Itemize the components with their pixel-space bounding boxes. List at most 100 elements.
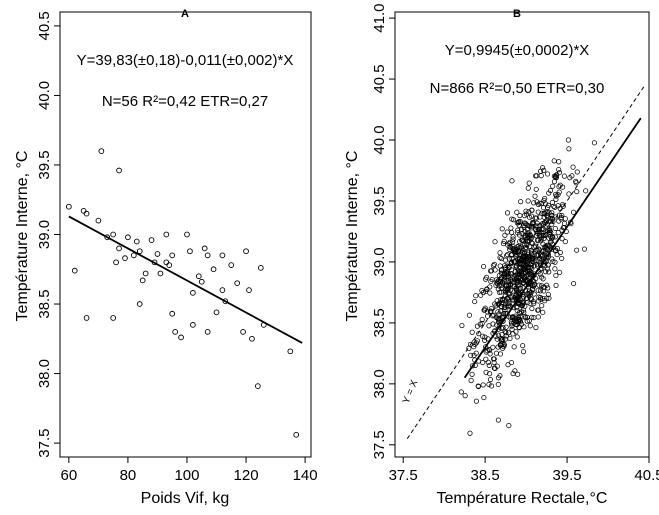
data-point	[228, 262, 235, 268]
data-point	[531, 291, 537, 297]
data-point	[554, 252, 560, 258]
data-point	[500, 241, 507, 247]
data-point	[469, 371, 475, 377]
data-point	[546, 219, 552, 225]
data-point	[545, 252, 551, 258]
data-point	[506, 264, 512, 270]
data-point	[518, 199, 524, 205]
data-point	[512, 295, 518, 301]
data-point	[525, 253, 532, 260]
data-point	[491, 359, 497, 366]
x-tick-label: 37.5	[389, 467, 418, 484]
data-point	[521, 222, 527, 228]
data-point	[524, 314, 530, 320]
data-point	[539, 227, 545, 233]
data-point	[507, 315, 513, 321]
panel-a-y-ticks: 37.5 38.0 38.5 39.0 39.5 40.0 40.5	[36, 11, 60, 458]
data-point	[529, 207, 535, 213]
data-point	[542, 269, 549, 275]
data-point	[509, 251, 515, 257]
data-point	[130, 252, 137, 259]
data-point	[458, 389, 464, 395]
data-point	[553, 282, 559, 288]
data-point	[486, 346, 492, 353]
data-point	[510, 236, 516, 242]
data-point	[566, 146, 572, 152]
data-point	[552, 225, 558, 232]
data-point	[504, 229, 510, 235]
data-point	[521, 273, 527, 279]
data-point	[499, 314, 505, 320]
data-point	[508, 260, 514, 266]
y-tick-label: 37.5	[36, 428, 53, 457]
data-point	[514, 334, 520, 340]
data-point	[524, 318, 530, 324]
data-point	[528, 261, 534, 267]
data-point	[546, 209, 552, 215]
data-point	[476, 331, 482, 337]
data-point	[537, 262, 544, 269]
data-point	[234, 280, 241, 287]
data-point	[498, 267, 504, 273]
data-point	[539, 210, 545, 216]
data-point	[518, 260, 524, 267]
data-point	[483, 344, 489, 350]
data-point	[538, 296, 544, 302]
panel-a-x-ticks: 60 80 100 120 140	[61, 457, 318, 484]
regression-line	[68, 215, 303, 344]
data-point	[491, 365, 497, 371]
panel-b-y-ticks: 37.5 38.0 38.5 39.0 39.5 40.0 40.5 41.0	[371, 3, 395, 459]
data-point	[467, 430, 473, 436]
data-point	[544, 217, 550, 224]
data-point	[515, 227, 521, 233]
data-point	[481, 264, 487, 270]
data-point	[246, 287, 252, 293]
data-point	[549, 256, 555, 262]
y-tick-label: 39.5	[371, 186, 388, 215]
data-point	[509, 294, 515, 300]
data-point	[495, 278, 501, 284]
x-tick-label: 140	[293, 467, 318, 484]
data-point	[507, 244, 513, 250]
data-point	[560, 203, 566, 209]
data-point	[544, 171, 551, 177]
data-point	[468, 377, 474, 384]
y-tick-label: 38.5	[36, 289, 53, 318]
data-point	[507, 335, 513, 342]
panel-a-x-label: Poids Vif, kg	[141, 490, 230, 507]
data-point	[66, 203, 72, 210]
data-point	[500, 336, 506, 342]
data-point	[219, 252, 226, 259]
data-point	[537, 200, 543, 206]
y-tick-label: 38.0	[371, 369, 388, 398]
data-point	[510, 234, 516, 240]
data-point	[569, 173, 575, 179]
data-point	[498, 270, 504, 276]
data-point	[222, 298, 229, 305]
data-point	[473, 398, 479, 404]
data-point	[505, 294, 511, 301]
data-point	[539, 303, 545, 309]
data-point	[497, 255, 503, 261]
data-point	[509, 178, 515, 184]
data-point	[534, 261, 540, 267]
data-point	[542, 249, 549, 255]
data-point	[480, 359, 486, 366]
data-point	[553, 175, 559, 181]
data-point	[497, 250, 503, 256]
data-point	[497, 373, 503, 379]
x-tick-label: 40.5	[634, 467, 659, 484]
data-point	[497, 351, 504, 357]
data-point	[482, 334, 488, 340]
data-point	[249, 335, 255, 342]
data-point	[520, 280, 527, 286]
data-point	[204, 328, 211, 335]
data-point	[540, 309, 546, 315]
data-point	[487, 284, 493, 290]
data-point	[514, 280, 520, 286]
data-point	[472, 299, 478, 305]
data-point	[163, 231, 170, 238]
data-point	[531, 200, 537, 206]
data-point	[549, 210, 555, 216]
data-point	[514, 305, 520, 311]
